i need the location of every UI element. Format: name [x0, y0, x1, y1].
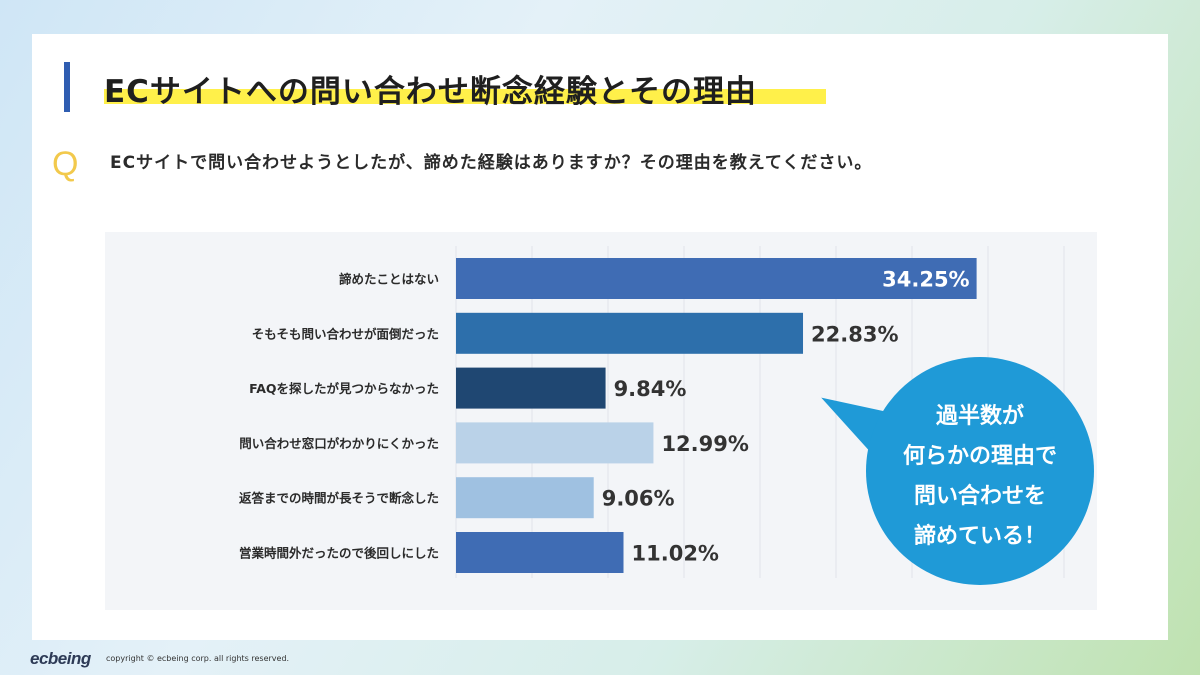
value-label: 12.99%	[661, 432, 748, 456]
callout-text: 過半数が 何らかの理由で 問い合わせを 諦めている！	[866, 397, 1094, 557]
category-label: 問い合わせ窓口がわかりにくかった	[239, 436, 439, 451]
bar	[456, 532, 624, 573]
callout-line-4: 諦めている！	[913, 524, 1046, 549]
survey-question: ECサイトで問い合わせようとしたが、諦めた経験はありますか？その理由を教えてくだ…	[110, 153, 873, 173]
callout-bubble	[866, 357, 1094, 585]
value-label: 22.83%	[811, 322, 898, 346]
title-accent-bar	[64, 62, 70, 112]
question-mark-label: Q	[52, 145, 79, 183]
category-label: FAQを探したが見つからなかった	[249, 381, 439, 396]
category-label: 返答までの時間が長そうで断念した	[239, 491, 439, 506]
callout-line-2: 何らかの理由で	[902, 444, 1057, 469]
bar	[456, 367, 606, 409]
category-label: 諦めたことはない	[339, 272, 439, 287]
callout-line-3: 問い合わせを	[913, 484, 1046, 509]
bar	[456, 258, 977, 299]
bar-chart: 諦めたことはない 34.25% そもそも問い合わせが面倒だった 22.83% FAQを探…	[239, 246, 1065, 578]
value-label: 9.84%	[614, 377, 687, 401]
value-label: 34.25%	[882, 268, 969, 292]
bar	[456, 477, 594, 519]
bar	[456, 422, 654, 464]
callout-line-1: 過半数が	[935, 404, 1024, 429]
value-label: 11.02%	[632, 542, 719, 566]
category-label: 営業時間外だったので後回しにした	[239, 546, 439, 561]
bar	[456, 312, 804, 354]
category-label: そもそも問い合わせが面倒だった	[252, 326, 439, 341]
ecbeing-logo: ecbeing	[30, 649, 91, 668]
copyright-text: copyright © ecbeing corp. all rights res…	[106, 654, 290, 663]
value-label: 9.06%	[602, 487, 675, 511]
page-title: ECサイトへの問い合わせ断念経験とその理由	[104, 74, 757, 110]
title-highlight	[104, 89, 826, 104]
